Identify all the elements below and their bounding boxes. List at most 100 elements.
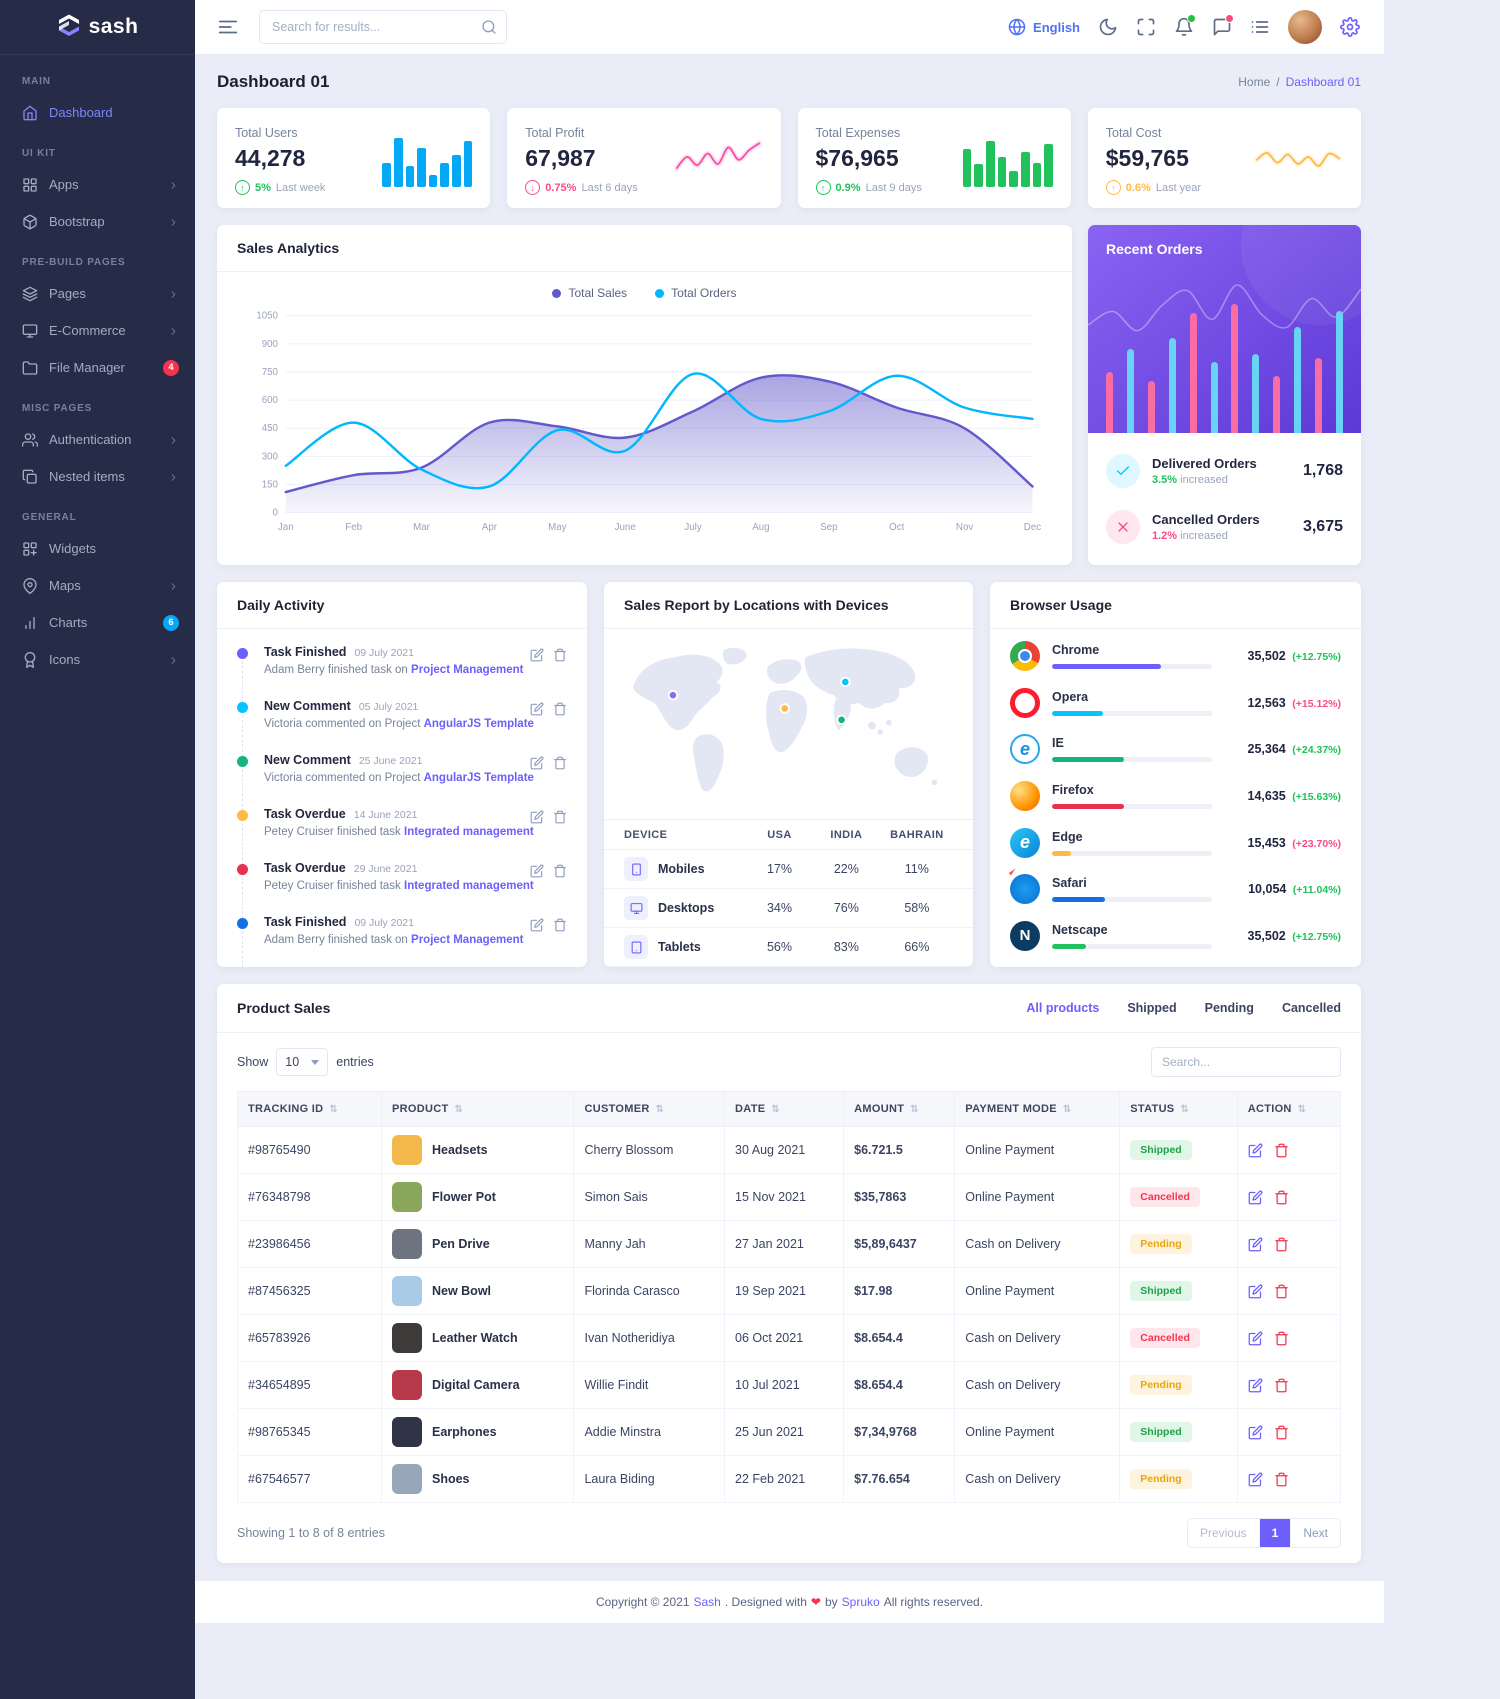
entries-select[interactable]: 10 bbox=[276, 1048, 329, 1076]
menu-toggle-icon[interactable] bbox=[217, 16, 239, 38]
sidebar-item[interactable]: Pages bbox=[0, 275, 195, 312]
product-tab[interactable]: Shipped bbox=[1127, 1001, 1177, 1015]
sidebar-item[interactable]: Authentication bbox=[0, 421, 195, 458]
column-header[interactable]: TRACKING ID bbox=[237, 1091, 382, 1127]
sidebar-item[interactable]: Maps bbox=[0, 567, 195, 604]
column-header[interactable]: AMOUNT bbox=[843, 1091, 956, 1127]
sort-icon[interactable] bbox=[650, 1103, 665, 1115]
search-input[interactable] bbox=[259, 10, 507, 44]
sort-icon[interactable] bbox=[765, 1103, 780, 1115]
cell-payment-mode: Online Payment bbox=[954, 1408, 1121, 1456]
pagination-previous[interactable]: Previous bbox=[1187, 1519, 1260, 1547]
pagination-page-1[interactable]: 1 bbox=[1259, 1519, 1292, 1547]
edit-icon[interactable] bbox=[530, 864, 544, 878]
app-logo[interactable]: sash bbox=[0, 0, 195, 55]
edit-icon[interactable] bbox=[530, 918, 544, 932]
column-header[interactable]: PAYMENT MODE bbox=[954, 1091, 1121, 1127]
spruko-link[interactable]: Spruko bbox=[841, 1595, 880, 1609]
sidebar-item[interactable]: E-Commerce bbox=[0, 312, 195, 349]
edit-icon[interactable] bbox=[1248, 1378, 1263, 1393]
pagination-next[interactable]: Next bbox=[1291, 1519, 1340, 1547]
cell-amount: $7.76.654 bbox=[843, 1455, 956, 1503]
header-search bbox=[259, 10, 507, 44]
language-selector[interactable]: English bbox=[1008, 18, 1080, 36]
sort-icon[interactable] bbox=[323, 1103, 338, 1115]
sidebar-item[interactable]: Charts 6 bbox=[0, 604, 195, 641]
browser-usage-bar bbox=[1052, 897, 1212, 903]
edit-icon[interactable] bbox=[530, 648, 544, 662]
edit-icon[interactable] bbox=[1248, 1472, 1263, 1487]
cell-tracking-id: #67546577 bbox=[237, 1455, 382, 1503]
delete-icon[interactable] bbox=[1274, 1190, 1289, 1205]
user-avatar[interactable] bbox=[1288, 10, 1322, 44]
edit-icon[interactable] bbox=[1248, 1190, 1263, 1205]
settings-button[interactable] bbox=[1340, 17, 1360, 38]
column-header[interactable]: ACTION bbox=[1236, 1091, 1342, 1127]
edit-icon[interactable] bbox=[1248, 1143, 1263, 1158]
sort-icon[interactable] bbox=[1174, 1103, 1189, 1115]
project-link[interactable]: Project Management bbox=[411, 934, 524, 946]
product-tab[interactable]: Cancelled bbox=[1281, 1001, 1341, 1015]
sidebar-item[interactable]: Widgets bbox=[0, 530, 195, 567]
product-tab[interactable]: All products bbox=[1026, 1001, 1100, 1015]
sidebar-item[interactable]: Bootstrap bbox=[0, 203, 195, 240]
project-link[interactable]: Project Management bbox=[411, 664, 524, 676]
sort-icon[interactable] bbox=[1292, 1103, 1307, 1115]
sidebar-item[interactable]: Nested items bbox=[0, 458, 195, 495]
delete-icon[interactable] bbox=[1274, 1237, 1289, 1252]
delete-icon[interactable] bbox=[1274, 1331, 1289, 1346]
sort-icon[interactable] bbox=[904, 1103, 919, 1115]
activity-dot bbox=[237, 702, 248, 713]
legend-item-total-orders[interactable]: Total Orders bbox=[655, 286, 737, 300]
edit-icon[interactable] bbox=[530, 810, 544, 824]
sidebar-item[interactable]: File Manager 4 bbox=[0, 349, 195, 386]
project-link[interactable]: Integrated management bbox=[404, 826, 534, 838]
delete-icon[interactable] bbox=[553, 864, 567, 878]
dark-mode-button[interactable] bbox=[1098, 17, 1118, 37]
gear-icon bbox=[1340, 17, 1360, 38]
sort-icon[interactable] bbox=[1057, 1103, 1072, 1115]
delete-icon[interactable] bbox=[1274, 1378, 1289, 1393]
product-tab[interactable]: Pending bbox=[1204, 1001, 1254, 1015]
delete-icon[interactable] bbox=[553, 702, 567, 716]
messages-button[interactable] bbox=[1212, 14, 1234, 37]
edit-icon[interactable] bbox=[1248, 1425, 1263, 1440]
delete-icon[interactable] bbox=[1274, 1143, 1289, 1158]
bell-icon bbox=[1174, 17, 1194, 37]
sidebar-item[interactable]: Icons bbox=[0, 641, 195, 678]
edit-icon[interactable] bbox=[1248, 1237, 1263, 1252]
delete-icon[interactable] bbox=[553, 918, 567, 932]
search-icon[interactable] bbox=[481, 19, 497, 35]
column-header[interactable]: STATUS bbox=[1119, 1091, 1238, 1127]
column-header[interactable]: PRODUCT bbox=[380, 1091, 575, 1127]
delete-icon[interactable] bbox=[1274, 1472, 1289, 1487]
breadcrumb-home[interactable]: Home bbox=[1238, 75, 1271, 89]
legend-item-total-sales[interactable]: Total Sales bbox=[552, 286, 627, 300]
fullscreen-button[interactable] bbox=[1136, 17, 1156, 37]
shortcuts-button[interactable] bbox=[1250, 17, 1270, 37]
edit-icon[interactable] bbox=[530, 702, 544, 716]
project-link[interactable]: AngularJS Template bbox=[423, 772, 534, 784]
project-link[interactable]: Integrated management bbox=[404, 880, 534, 892]
edit-icon[interactable] bbox=[530, 756, 544, 770]
delete-icon[interactable] bbox=[553, 756, 567, 770]
column-header[interactable]: CUSTOMER bbox=[573, 1091, 726, 1127]
project-link[interactable]: AngularJS Template bbox=[423, 718, 534, 730]
delete-icon[interactable] bbox=[1274, 1284, 1289, 1299]
notifications-button[interactable] bbox=[1174, 14, 1196, 37]
delete-icon[interactable] bbox=[553, 810, 567, 824]
sash-link[interactable]: Sash bbox=[693, 1595, 721, 1609]
browser-value: 10,054 bbox=[1248, 882, 1287, 897]
delete-icon[interactable] bbox=[553, 648, 567, 662]
sidebar-item[interactable]: Apps bbox=[0, 166, 195, 203]
edit-icon[interactable] bbox=[1248, 1284, 1263, 1299]
edit-icon[interactable] bbox=[1248, 1331, 1263, 1346]
column-header[interactable]: DATE bbox=[724, 1091, 845, 1127]
cell-customer: Simon Sais bbox=[573, 1173, 726, 1221]
cell-product: Leather Watch bbox=[431, 1331, 518, 1345]
table-search-input[interactable] bbox=[1151, 1047, 1341, 1077]
sidebar-item[interactable]: Dashboard bbox=[0, 94, 195, 131]
notification-dot bbox=[1187, 14, 1196, 23]
delete-icon[interactable] bbox=[1274, 1425, 1289, 1440]
sort-icon[interactable] bbox=[448, 1103, 463, 1115]
